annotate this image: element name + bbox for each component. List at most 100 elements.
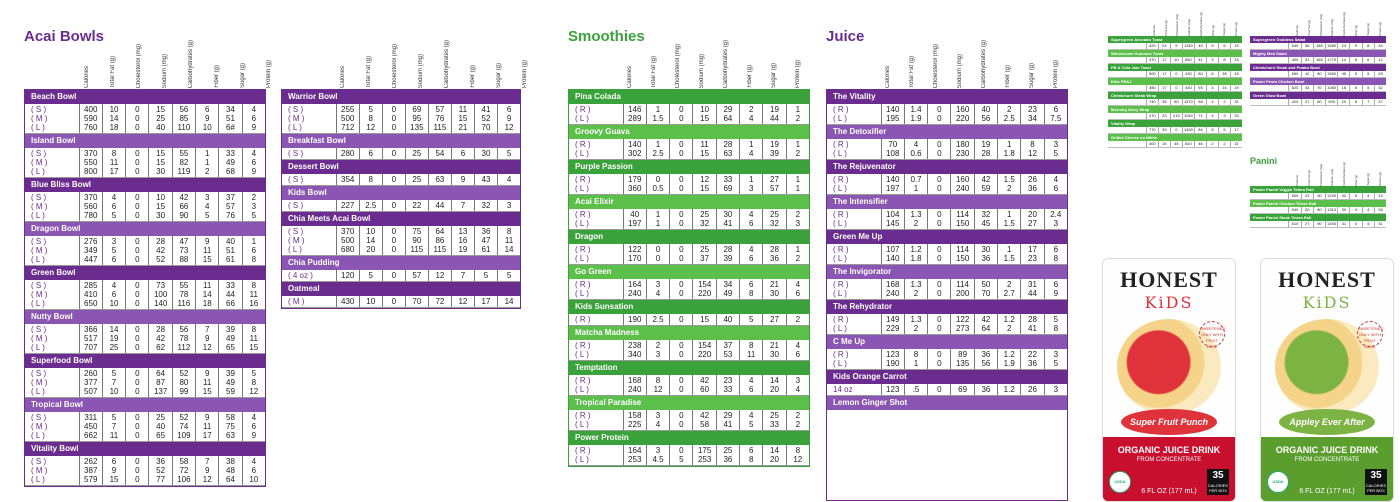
nutrient-value: 8 [1219, 57, 1232, 63]
column-header-text: Fiber (g) [470, 65, 476, 88]
nutrient-column: .5 [905, 384, 929, 395]
item-values: ( R )( L ) 70 108 4 0.6 0 0 180 230 19 28 1 1.8 8 12 3 5 [827, 139, 1067, 160]
nutrient-column: 255 500 712 [337, 104, 360, 133]
size-spacer [1250, 221, 1290, 227]
nutrient-column: 3 4.5 [647, 445, 671, 465]
nutrient-column: 52 80 99 [173, 368, 197, 397]
nutrient-column: 7 9 12 [196, 324, 220, 353]
size-column: ( M ) [282, 296, 337, 307]
nutrient-column: 15 [693, 314, 717, 325]
nutrient-value: 80 [1314, 71, 1327, 77]
nutrient-value: 0 [391, 201, 397, 210]
nutrient-value: 44 [226, 290, 235, 299]
nutrient-value: 33 [723, 175, 733, 184]
nutrient-value: 31 [1028, 280, 1037, 289]
nutrient-value: 1.4 [910, 105, 922, 114]
item-values: 420 24 5 1150 45 9 6 15 [1108, 43, 1242, 50]
nutrient-value: 56 [179, 325, 189, 334]
nutrient-value: 50 [981, 280, 991, 289]
nutrient-value: 3 [795, 219, 801, 228]
nutrient-value: 7 [111, 378, 117, 387]
nutrient-value: 0 [679, 140, 684, 149]
nutrient-column: 7 9 12 [196, 456, 220, 485]
nutrient-value: 2.7 [1003, 289, 1015, 298]
nutrient-value: 73 [156, 281, 166, 290]
nutrient-column: 69 95 135 [406, 104, 429, 133]
nutrient-value: 20 [1028, 210, 1037, 219]
nutrient-value: 2 [795, 210, 801, 219]
nutrient-value: 22 [1302, 193, 1314, 199]
nutrient-value: 18 [109, 123, 119, 132]
nutrient-value: 1.9 [910, 114, 922, 123]
nutrient-value: 8 [368, 175, 373, 184]
column-header: Total Fat (g) [100, 32, 126, 88]
size-spacer [1108, 113, 1147, 119]
column-header: Total Fat (g) [1303, 150, 1315, 186]
nutrient-value: 0 [135, 255, 140, 264]
nutrient-value: 95 [412, 114, 422, 123]
size-column: 14 oz [827, 384, 882, 395]
nutrient-column: 4 6 10 [103, 280, 127, 309]
nutrient-column: 5 [360, 270, 383, 281]
nutrient-column: 5 [740, 314, 764, 325]
nutrient-value: 6 [795, 289, 801, 298]
nutrient-column: 5 7 10 [103, 368, 127, 397]
nutrient-value: 620 [1289, 85, 1302, 91]
nutrient-value: 15 [156, 158, 166, 167]
nutrient-value: 302 [628, 149, 642, 158]
nutrient-value: 17 [202, 431, 212, 440]
nutrient-value: 18 [1338, 85, 1351, 91]
column-header-text: Fiber (g) [1005, 65, 1011, 88]
nutrient-value: 6 [111, 202, 117, 211]
column-header: Carbohydrates (g) [972, 32, 996, 88]
size-column: ( S )( M )( L ) [25, 368, 80, 397]
item-values: 500 22 30 1200 32 5 4 19 [1250, 193, 1386, 200]
nutrient-value: 238 [628, 341, 642, 350]
brand-logo: HONEST [1278, 267, 1376, 292]
nutrient-value: 42 [156, 334, 166, 343]
nutrient-value: 17 [109, 167, 119, 176]
nutrient-value: 49 [226, 158, 235, 167]
nutrient-value: 42 [981, 175, 991, 184]
nutrient-value: 11 [747, 350, 756, 359]
column-headers: Calories Total Fat (g) Cholesterol (mg) Sod… [828, 32, 1068, 88]
nutrient-value: 14 [770, 376, 779, 385]
nutrient-value: 712 [341, 123, 355, 132]
nutrient-value: 15 [458, 114, 468, 123]
nutrient-value: 0 [937, 210, 942, 219]
size-label: ( L ) [31, 123, 45, 132]
nutrient-value: 370 [1147, 57, 1159, 63]
nutrient-value: 58 [226, 413, 235, 422]
nutrient-value: 6 [460, 149, 466, 158]
nutrient-value: 2.5 [652, 315, 664, 324]
nutrient-column: 57 [406, 270, 429, 281]
nutrient-value: 25 [156, 413, 166, 422]
volume-label: 6 FL OZ (177 mL) [1141, 488, 1197, 495]
size-column: ( S ) [282, 174, 337, 185]
nutrient-column: 56 78 112 [173, 324, 197, 353]
nutrient-value: 32 [700, 219, 710, 228]
nutrient-value: 32 [981, 210, 991, 219]
nutrient-value: 123 [886, 385, 900, 394]
nutrient-value: 36 [981, 254, 991, 263]
nutrient-value: 25 [700, 245, 710, 254]
nutrient-value: 150 [955, 219, 970, 228]
nutrient-value: 2 [913, 219, 919, 228]
column-header-text: Calories [340, 65, 346, 88]
nutrient-value: 2.5 [652, 149, 664, 158]
nutrient-column: 0 [383, 200, 406, 211]
item-values: 540 36 165 1550 24 9 8 34 [1250, 43, 1386, 50]
nutrient-value: 400 [1289, 57, 1302, 63]
nutrient-column: 8 [360, 174, 383, 185]
nutrient-column: 58 75 63 [219, 412, 243, 441]
nutrient-value: 5 [1219, 127, 1232, 133]
nutrient-column: 47 73 88 [173, 236, 197, 265]
column-header: Calories [876, 32, 900, 88]
size-label: ( R ) [575, 411, 591, 420]
size-column: ( R )( L ) [827, 104, 882, 124]
column-header-text: Protein (g) [795, 59, 801, 88]
column-headers: Calories Total Fat (g) Cholesterol (mg) Sod… [1250, 150, 1386, 186]
size-label: ( L ) [575, 420, 589, 429]
nutrient-value: 0 [135, 431, 140, 440]
